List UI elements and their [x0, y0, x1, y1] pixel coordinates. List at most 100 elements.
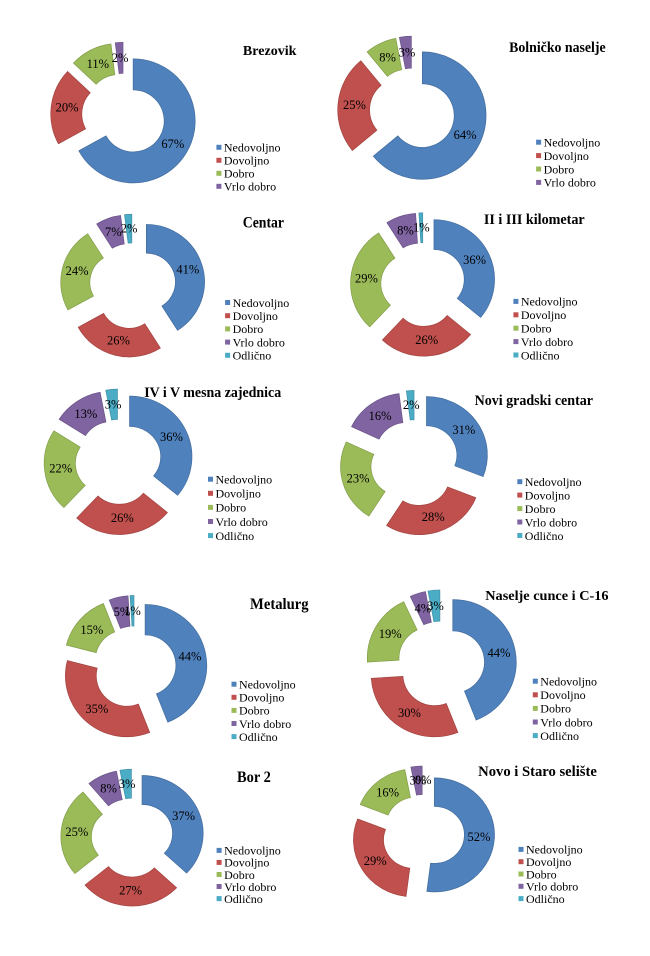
svg-text:67%: 67%	[161, 137, 184, 151]
svg-text:44%: 44%	[488, 646, 511, 660]
svg-text:Vrlo dobro: Vrlo dobro	[224, 180, 276, 194]
svg-text:52%: 52%	[467, 830, 490, 844]
svg-text:Vrlo dobro: Vrlo dobro	[521, 335, 573, 349]
svg-text:Novi gradski centar: Novi gradski centar	[475, 393, 594, 409]
svg-text:19%: 19%	[379, 627, 402, 641]
svg-text:26%: 26%	[415, 333, 438, 347]
svg-text:26%: 26%	[111, 511, 134, 525]
svg-text:30%: 30%	[398, 706, 421, 720]
svg-text:Dobro: Dobro	[544, 162, 575, 176]
svg-text:Odlično: Odlično	[224, 892, 263, 906]
svg-text:8%: 8%	[100, 782, 117, 796]
svg-text:Vrlo dobro: Vrlo dobro	[233, 335, 285, 349]
svg-text:11%: 11%	[87, 57, 109, 71]
svg-text:Nedovoljno: Nedovoljno	[526, 843, 583, 857]
svg-text:16%: 16%	[376, 786, 399, 800]
svg-text:Brezovik: Brezovik	[243, 44, 297, 59]
svg-text:Dobro: Dobro	[224, 868, 255, 882]
svg-text:Dovoljno: Dovoljno	[233, 309, 278, 323]
svg-text:Vrlo dobro: Vrlo dobro	[526, 880, 578, 894]
svg-text:Dovoljno: Dovoljno	[216, 487, 261, 501]
svg-text:5%: 5%	[114, 605, 131, 619]
svg-text:Dobro: Dobro	[521, 322, 552, 336]
svg-text:36%: 36%	[463, 253, 486, 267]
svg-text:Vrlo dobro: Vrlo dobro	[216, 515, 268, 529]
svg-text:26%: 26%	[107, 333, 130, 347]
svg-text:Nedovoljno: Nedovoljno	[233, 296, 290, 310]
svg-text:Vrlo dobro: Vrlo dobro	[224, 880, 276, 894]
svg-text:3%: 3%	[105, 398, 122, 412]
svg-text:0%: 0%	[415, 773, 432, 787]
svg-text:IV i V mesna zajednica: IV i V mesna zajednica	[144, 385, 282, 401]
svg-text:37%: 37%	[172, 809, 195, 823]
svg-text:Nedovoljno: Nedovoljno	[239, 678, 296, 692]
svg-text:Dobro: Dobro	[540, 702, 571, 716]
svg-text:Naselje cunce i C-16: Naselje cunce i C-16	[485, 589, 608, 604]
svg-text:Dovoljno: Dovoljno	[544, 149, 589, 163]
svg-text:Odlično: Odlično	[239, 730, 278, 744]
svg-text:Nedovoljno: Nedovoljno	[544, 136, 601, 150]
svg-text:2%: 2%	[121, 222, 138, 236]
svg-text:Nedovoljno: Nedovoljno	[224, 844, 281, 858]
svg-text:Nedovoljno: Nedovoljno	[216, 473, 273, 487]
svg-text:Dobro: Dobro	[526, 867, 557, 881]
svg-text:Dobro: Dobro	[525, 502, 556, 516]
svg-text:3%: 3%	[410, 773, 427, 787]
svg-text:Nedovoljno: Nedovoljno	[521, 295, 578, 309]
svg-text:Odlično: Odlično	[525, 529, 564, 543]
svg-text:Metalurg: Metalurg	[250, 596, 309, 613]
svg-text:Dovoljno: Dovoljno	[525, 488, 570, 502]
svg-text:15%: 15%	[80, 623, 103, 637]
svg-text:13%: 13%	[74, 407, 97, 421]
svg-text:Dobro: Dobro	[216, 501, 247, 515]
svg-text:41%: 41%	[176, 263, 199, 277]
svg-text:7%: 7%	[105, 225, 122, 239]
svg-text:Dobro: Dobro	[233, 322, 264, 336]
svg-text:44%: 44%	[179, 650, 202, 664]
svg-text:24%: 24%	[66, 264, 89, 278]
svg-text:Nedovoljno: Nedovoljno	[224, 141, 281, 155]
svg-text:20%: 20%	[56, 101, 79, 115]
svg-text:Odlično: Odlično	[216, 529, 255, 543]
svg-text:25%: 25%	[343, 98, 366, 112]
svg-text:Vrlo dobro: Vrlo dobro	[239, 717, 291, 731]
svg-text:23%: 23%	[347, 471, 370, 485]
svg-text:27%: 27%	[119, 884, 142, 898]
svg-text:Vrlo dobro: Vrlo dobro	[544, 176, 596, 190]
svg-text:Nedovoljno: Nedovoljno	[540, 675, 597, 689]
svg-text:4%: 4%	[414, 601, 431, 615]
svg-text:Bolničko naselje: Bolničko naselje	[509, 40, 606, 56]
svg-text:Nedovoljno: Nedovoljno	[525, 475, 582, 489]
svg-text:Odlično: Odlično	[526, 892, 565, 906]
svg-text:Vrlo dobro: Vrlo dobro	[540, 715, 592, 729]
svg-text:Dovoljno: Dovoljno	[224, 154, 269, 168]
svg-text:Centar: Centar	[243, 215, 284, 232]
svg-text:Odlično: Odlično	[540, 729, 579, 743]
svg-text:Dovoljno: Dovoljno	[224, 856, 269, 870]
svg-text:25%: 25%	[65, 825, 88, 839]
svg-text:22%: 22%	[49, 462, 72, 476]
svg-text:3%: 3%	[399, 45, 416, 59]
svg-text:64%: 64%	[454, 128, 477, 142]
svg-text:Odlično: Odlično	[233, 349, 272, 363]
svg-text:Dobro: Dobro	[239, 704, 270, 718]
svg-text:3%: 3%	[119, 777, 136, 791]
svg-text:28%: 28%	[422, 510, 445, 524]
svg-text:3%: 3%	[427, 599, 444, 613]
svg-text:16%: 16%	[369, 409, 392, 423]
svg-text:Vrlo dobro: Vrlo dobro	[525, 515, 577, 529]
svg-text:1%: 1%	[124, 604, 141, 618]
svg-text:Odlično: Odlično	[521, 348, 560, 362]
svg-text:Dovoljno: Dovoljno	[521, 308, 566, 322]
svg-text:Dobro: Dobro	[224, 167, 255, 181]
svg-text:29%: 29%	[355, 272, 378, 286]
svg-text:Novo i Staro selište: Novo i Staro selište	[478, 764, 597, 780]
svg-text:29%: 29%	[364, 854, 387, 868]
svg-text:8%: 8%	[379, 51, 396, 65]
svg-text:8%: 8%	[397, 224, 414, 238]
svg-text:2%: 2%	[403, 398, 420, 412]
svg-text:2%: 2%	[112, 51, 129, 65]
svg-text:II i III kilometar: II i III kilometar	[484, 212, 585, 228]
svg-text:35%: 35%	[85, 702, 108, 716]
svg-text:Dovoljno: Dovoljno	[540, 688, 585, 702]
